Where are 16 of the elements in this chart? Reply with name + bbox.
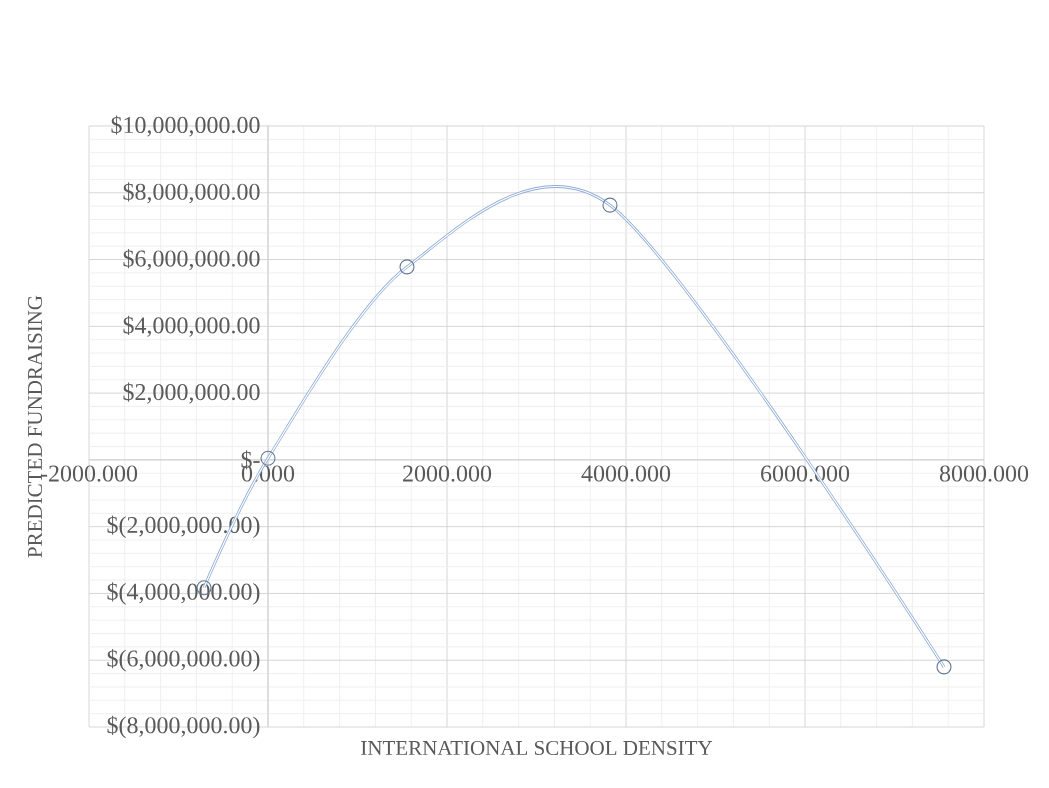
y-tick-label: $10,000,000.00 [111, 115, 260, 137]
x-axis-title: INTERNATIONAL SCHOOL DENSITY [361, 740, 713, 756]
y-axis-title: PREDICTED FUNDRAISING [27, 295, 43, 558]
y-tick-label: $(4,000,000.00) [107, 582, 260, 605]
y-tick-label: $6,000,000.00 [123, 249, 260, 271]
y-tick-label: $(2,000,000.00) [107, 515, 260, 538]
x-tick-label: 8000.000 [939, 465, 1029, 482]
x-tick-label: 6000.000 [761, 465, 850, 482]
y-tick-label: $2,000,000.00 [123, 382, 260, 404]
x-tick-label: 2000.000 [403, 465, 492, 482]
x-tick-label: 4000.000 [581, 465, 671, 482]
y-tick-label: $(6,000,000.00) [107, 648, 260, 672]
y-tick-label: $4,000,000.00 [123, 315, 260, 337]
y-tick-label: $8,000,000.00 [123, 182, 260, 204]
x-tick-label: -2000.000 [40, 465, 138, 482]
y-tick-label: $(8,000,000.00) [107, 715, 260, 739]
